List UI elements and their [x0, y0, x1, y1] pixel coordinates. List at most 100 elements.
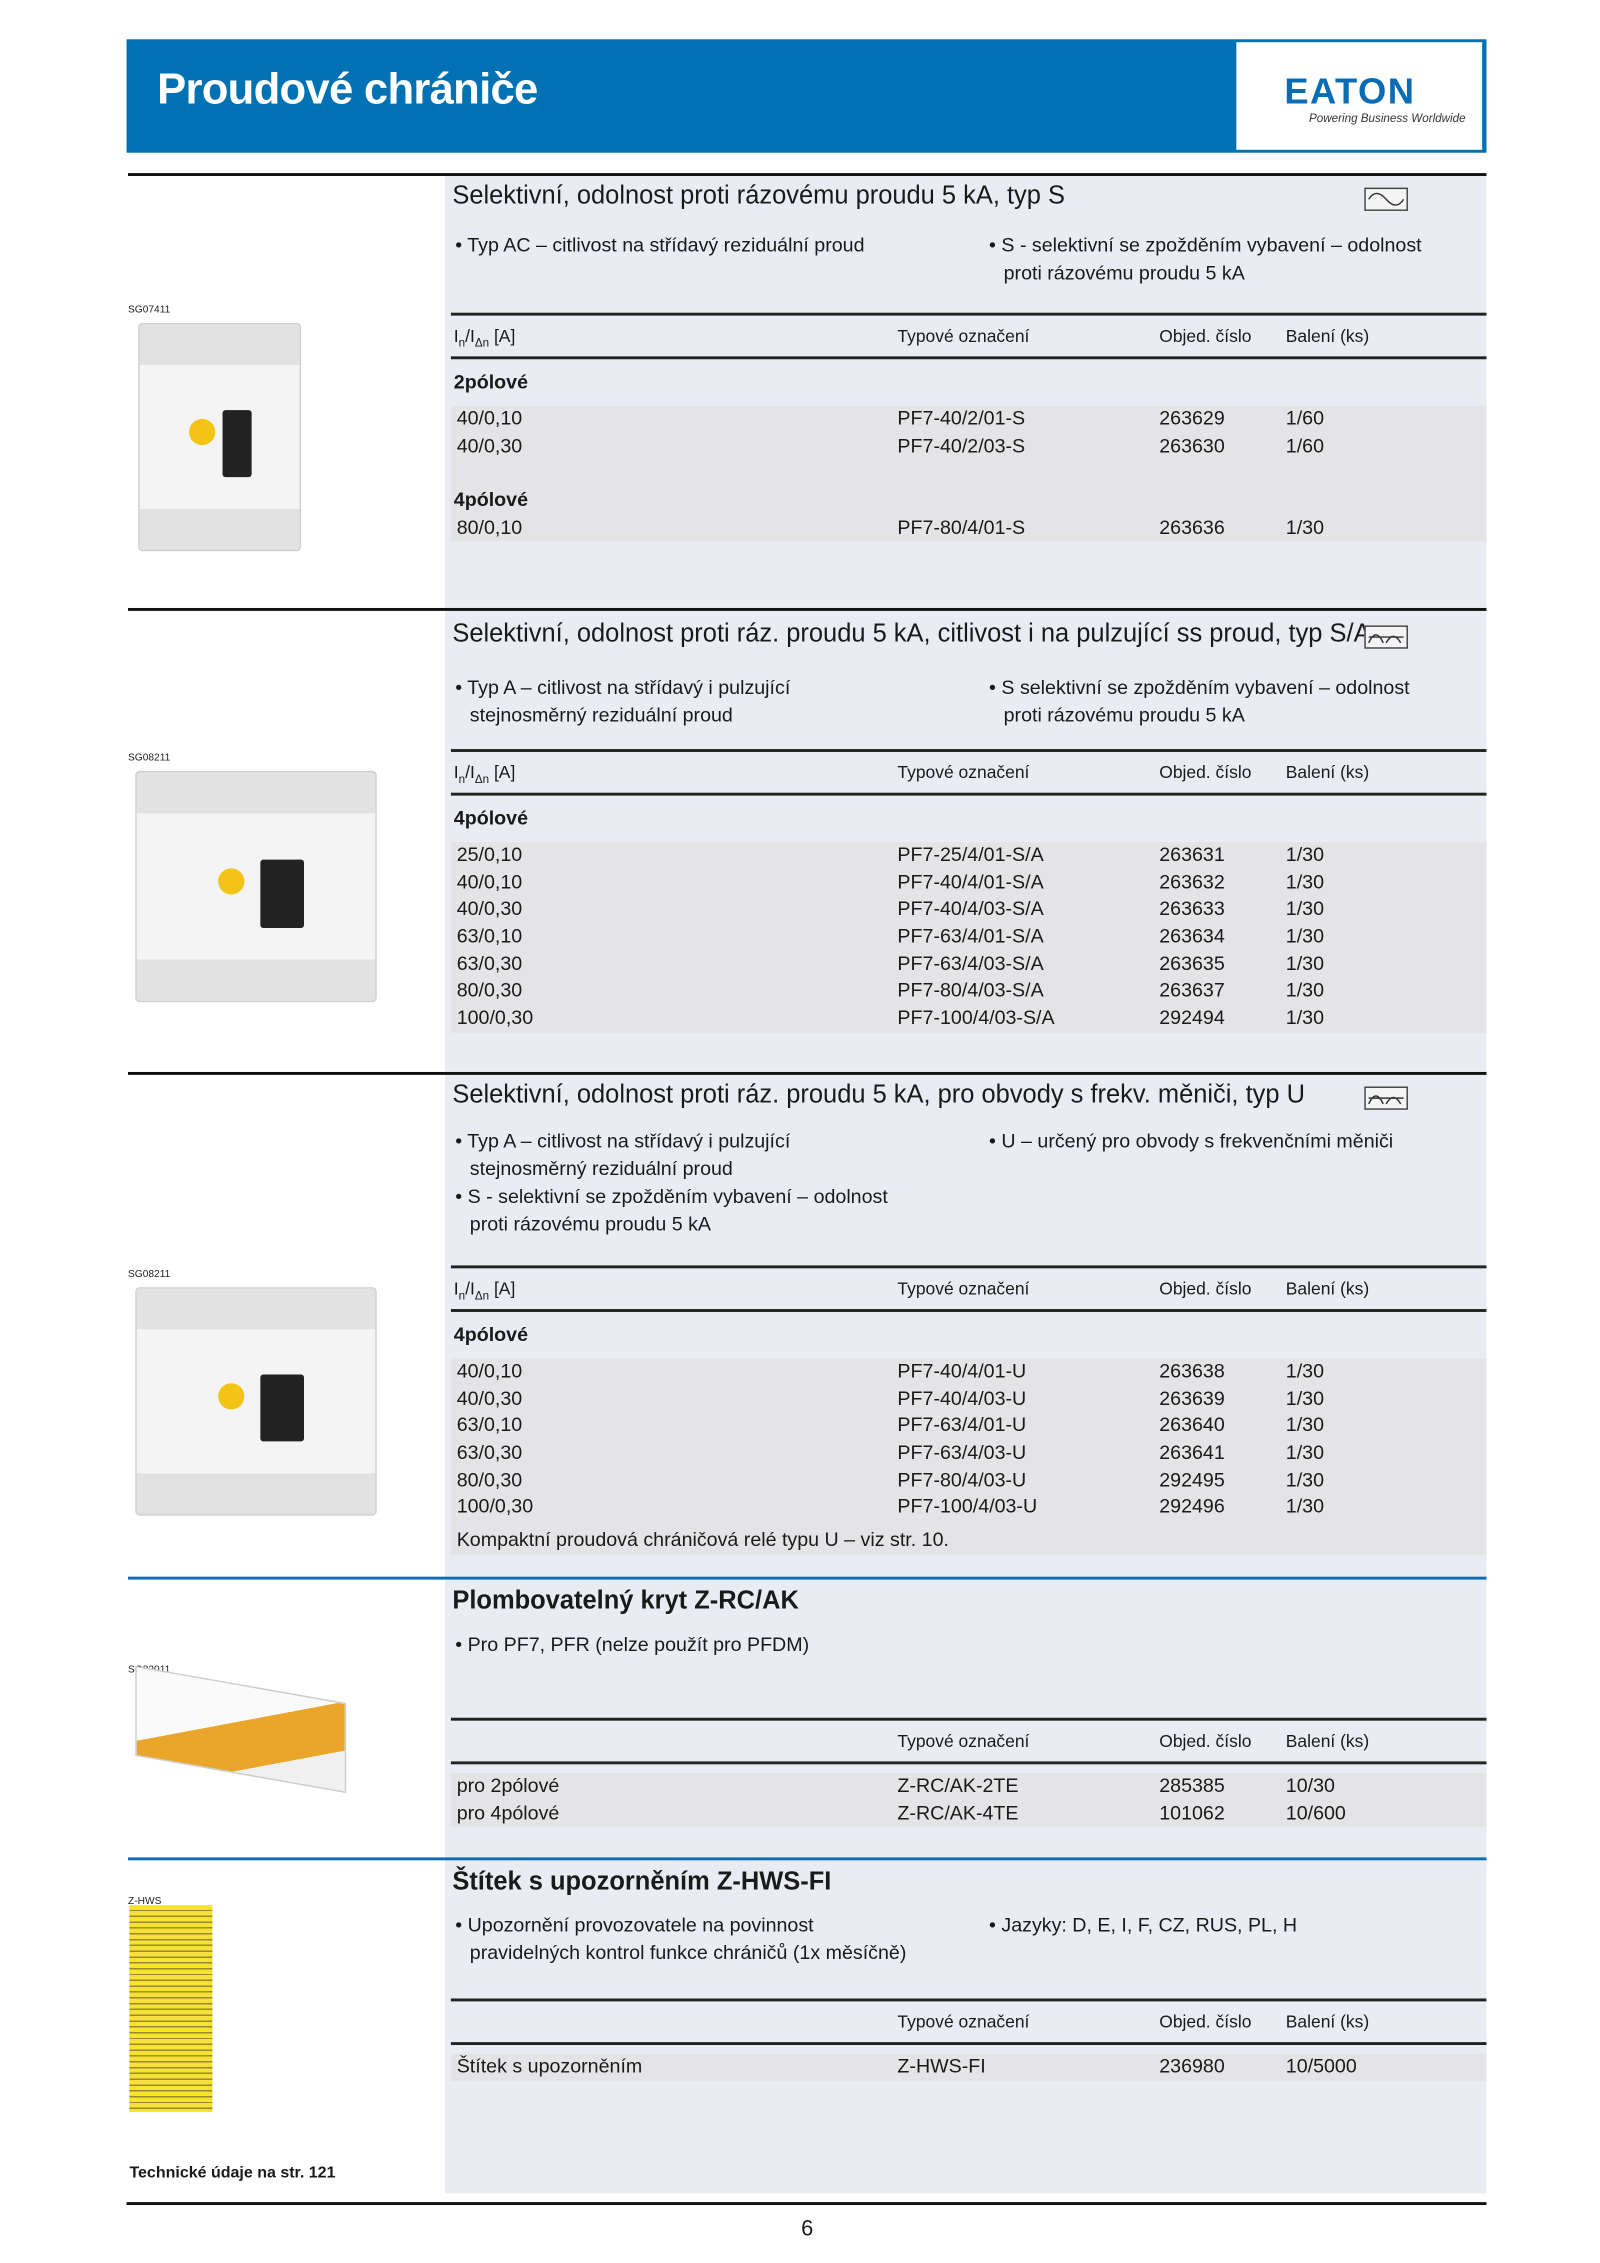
- cell-order-number: 263639: [1159, 1387, 1225, 1409]
- group-label: 2pólové: [453, 370, 529, 393]
- table-row: 40/0,10 PF7-40/4/01-S/A 263632 1/30: [450, 869, 1487, 897]
- bullet-line: stejnosměrný reziduální proud: [469, 703, 733, 726]
- table-row: 80/0,10 PF7-80/4/01-S 263636 1/30: [450, 514, 1487, 542]
- cell-type: PF7-80/4/03-U: [897, 1468, 1027, 1491]
- cell-order-number: 263635: [1159, 952, 1225, 975]
- cell-pack: 10/5000: [1285, 2055, 1357, 2078]
- cell-order-number: 292496: [1159, 1495, 1225, 1518]
- column-order: Objed. číslo: [1159, 762, 1252, 783]
- table-row: pro 2pólové Z-RC/AK-2TE 285385 10/30: [450, 1773, 1487, 1801]
- bullet-line: • Upozornění provozovatele na povinnost: [455, 1914, 814, 1936]
- table-row: 40/0,30 PF7-40/2/03-S 263630 1/60: [450, 432, 1487, 461]
- cell-rating: 80/0,10: [456, 515, 523, 538]
- bullets-left: • Typ A – citlivost na střídavý i pulzuj…: [455, 673, 790, 728]
- section-type-u: SG08211 Selektivní, odolnost proti ráz. p…: [127, 1071, 1487, 1578]
- cell-type: PF7-63/4/03-U: [897, 1441, 1027, 1464]
- bullets-left: • Upozornění provozovatele na povinnost p…: [455, 1911, 906, 1966]
- column-order: Objed. číslo: [1159, 325, 1252, 347]
- cell-rating: 80/0,30: [456, 1468, 523, 1491]
- bullets-left: • Typ A – citlivost na střídavý i pulzuj…: [455, 1127, 888, 1238]
- table-row: 25/0,10 PF7-25/4/01-S/A 263631 1/30: [450, 842, 1487, 870]
- cell-rating: 63/0,30: [456, 1441, 523, 1464]
- column-type: Typové označení: [897, 2011, 1030, 2032]
- cell-order-number: 263641: [1159, 1441, 1225, 1464]
- table-note: Kompaktní proudová chráničová relé typu …: [450, 1521, 1487, 1556]
- table-row: 63/0,10 PF7-63/4/01-S/A 263634 1/30: [450, 923, 1487, 951]
- column-rating: In/IΔn [A]: [453, 1278, 516, 1303]
- cell-order-number: 263632: [1159, 870, 1225, 893]
- bullets-right: • S - selektivní se zpožděním vybavení –…: [989, 231, 1422, 286]
- section-divider: [127, 607, 1487, 611]
- bullets-left: • Typ AC – citlivost na střídavý reziduá…: [455, 231, 864, 259]
- bullet-line: proti rázovému proudu 5 kA: [1003, 261, 1245, 284]
- cell-order-number: 236980: [1159, 2055, 1225, 2078]
- test-button-image: [217, 1383, 244, 1410]
- table-row: 80/0,30 PF7-80/4/03-S/A 263637 1/30: [450, 978, 1487, 1006]
- bullet-line: • S selektivní se zpožděním vybavení – o…: [989, 676, 1410, 699]
- cell-type: PF7-100/4/03-U: [897, 1495, 1038, 1518]
- bullet-line: proti rázovému proudu 5 kA: [1003, 703, 1245, 726]
- cell-rating: 80/0,30: [456, 979, 523, 1002]
- bullet-line: • Jazyky: D, E, I, F, CZ, RUS, PL, H: [989, 1914, 1298, 1936]
- cell-order-number: 263640: [1159, 1414, 1225, 1437]
- cell-pack: 1/30: [1285, 979, 1325, 1002]
- section-divider: [127, 1071, 1487, 1075]
- table-padding: [451, 2045, 1487, 2054]
- group-label: 4pólové: [453, 807, 529, 830]
- cell-type: PF7-25/4/01-S/A: [897, 843, 1044, 866]
- cell-order-number: 263636: [1159, 515, 1225, 538]
- group-label: 4pólové: [450, 487, 1487, 515]
- cell-order-number: 263629: [1159, 407, 1225, 430]
- row-spacer: [450, 460, 1487, 488]
- column-pack: Balení (ks): [1285, 2011, 1370, 2032]
- product-image: [135, 1665, 347, 1794]
- cell-pack: 1/30: [1285, 1359, 1325, 1382]
- product-table: Typové označení Objed. číslo Balení (ks) Št…: [450, 1998, 1487, 2081]
- bullet-line: stejnosměrný reziduální proud: [469, 1157, 733, 1180]
- section-divider: [127, 1857, 1487, 1861]
- table-row: 63/0,30 PF7-63/4/03-U 263641 1/30: [450, 1440, 1487, 1468]
- lever-image: [260, 1374, 304, 1442]
- cell-type: PF7-63/4/01-S/A: [897, 925, 1044, 947]
- section-title: Selektivní, odolnost proti ráz. proudu 5…: [452, 1079, 1305, 1109]
- section-title: Štítek s upozorněním Z-HWS-FI: [452, 1866, 832, 1896]
- cell-type: PF7-40/4/01-S/A: [897, 870, 1044, 893]
- bullets-right: • S selektivní se zpožděním vybavení – o…: [989, 673, 1410, 728]
- table-row: 40/0,10 PF7-40/4/01-U 263638 1/30: [450, 1358, 1487, 1386]
- cell-order-number: 285385: [1159, 1774, 1225, 1797]
- image-code: SG07411: [127, 305, 171, 316]
- bullets-right: • Jazyky: D, E, I, F, CZ, RUS, PL, H: [989, 1911, 1297, 1939]
- cell-type: PF7-40/4/01-U: [897, 1359, 1027, 1382]
- cell-pack: 1/30: [1285, 515, 1325, 538]
- cell-order-number: 263630: [1159, 434, 1225, 457]
- cell-order-number: 263634: [1159, 925, 1225, 947]
- ac-sine-wave-icon: [1364, 187, 1408, 211]
- technical-data-note: Technické údaje na str. 121: [129, 2164, 336, 2182]
- cell-rating: Štítek s upozorněním: [456, 2055, 643, 2078]
- table-row: 40/0,30 PF7-40/4/03-S/A 263633 1/30: [450, 896, 1487, 924]
- cell-type: PF7-80/4/03-S/A: [897, 979, 1044, 1002]
- table-row: 100/0,30 PF7-100/4/03-U 292496 1/30: [450, 1494, 1487, 1522]
- cell-order-number: 263637: [1159, 979, 1225, 1002]
- cell-pack: 1/30: [1285, 952, 1325, 975]
- cell-rating: 25/0,10: [456, 843, 523, 866]
- section-title: Plombovatelný kryt Z-RC/AK: [452, 1585, 799, 1615]
- section-title: Selektivní, odolnost proti ráz. proudu 5…: [452, 618, 1371, 648]
- cell-order-number: 263631: [1159, 843, 1225, 866]
- table-header: In/IΔn [A] Typové označení Objed. číslo Bal…: [450, 312, 1487, 360]
- table-row: 80/0,30 PF7-80/4/03-U 292495 1/30: [450, 1467, 1487, 1495]
- table-row: 63/0,30 PF7-63/4/03-S/A 263635 1/30: [450, 950, 1487, 979]
- cell-pack: 1/60: [1285, 407, 1325, 430]
- bullet-line: • Typ A – citlivost na střídavý i pulzuj…: [455, 676, 791, 699]
- table-row: 40/0,10 PF7-40/2/01-S 263629 1/60: [450, 405, 1487, 433]
- cell-rating: 63/0,30: [456, 952, 523, 975]
- cell-type: PF7-63/4/03-S/A: [897, 952, 1044, 975]
- page-title: Proudové chrániče: [157, 65, 538, 114]
- logo-wordmark: EATON: [1284, 71, 1416, 112]
- cell-order-number: 263638: [1159, 1359, 1225, 1382]
- cell-order-number: 292494: [1159, 1006, 1225, 1029]
- pulsating-dc-wave-icon: [1364, 625, 1408, 649]
- bullet-line: • Typ A – citlivost na střídavý i pulzuj…: [455, 1130, 791, 1152]
- cell-rating: 63/0,10: [456, 925, 523, 947]
- cell-pack: 10/600: [1285, 1801, 1346, 1824]
